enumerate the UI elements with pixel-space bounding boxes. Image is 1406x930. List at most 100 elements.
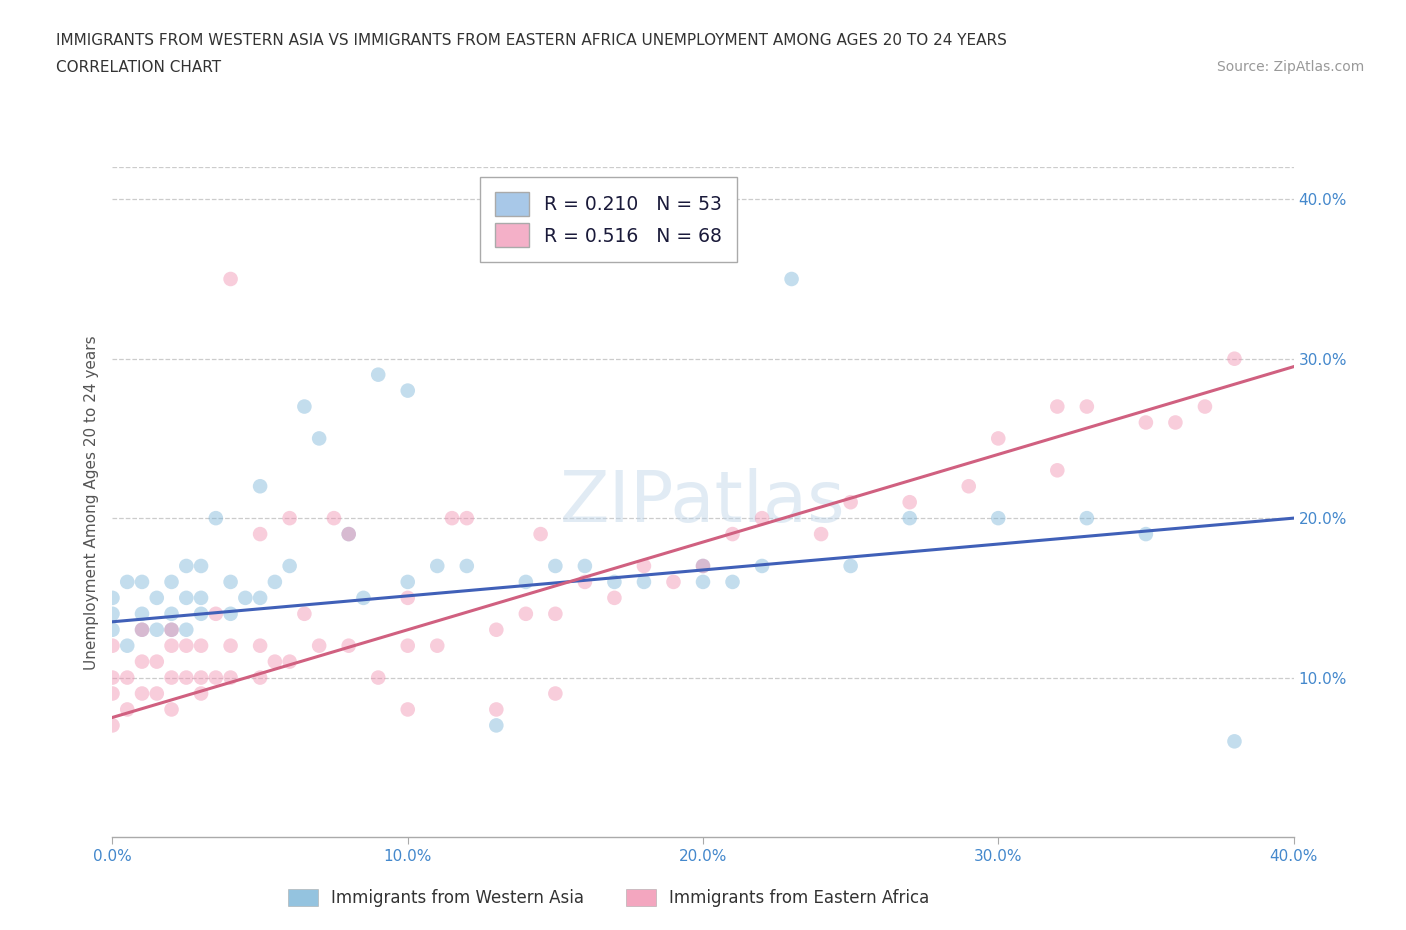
Point	[160, 606, 183, 621]
Point	[662, 575, 685, 590]
Point	[839, 559, 862, 574]
Point	[1076, 511, 1098, 525]
Text: IMMIGRANTS FROM WESTERN ASIA VS IMMIGRANTS FROM EASTERN AFRICA UNEMPLOYMENT AMON: IMMIGRANTS FROM WESTERN ASIA VS IMMIGRAN…	[56, 33, 1007, 47]
Point	[101, 606, 124, 621]
Point	[1194, 399, 1216, 414]
Point	[1135, 415, 1157, 430]
Point	[367, 671, 389, 685]
Point	[456, 559, 478, 574]
Point	[544, 606, 567, 621]
Point	[101, 638, 124, 653]
Point	[323, 511, 346, 525]
Point	[219, 638, 242, 653]
Point	[131, 686, 153, 701]
Point	[515, 606, 537, 621]
Point	[278, 654, 301, 669]
Point	[190, 686, 212, 701]
Point	[101, 591, 124, 605]
Point	[780, 272, 803, 286]
Point	[337, 526, 360, 541]
Point	[146, 591, 169, 605]
Y-axis label: Unemployment Among Ages 20 to 24 years: Unemployment Among Ages 20 to 24 years	[83, 335, 98, 670]
Point	[146, 622, 169, 637]
Point	[987, 431, 1010, 445]
Point	[544, 559, 567, 574]
Point	[249, 638, 271, 653]
Point	[396, 591, 419, 605]
Point	[174, 591, 197, 605]
Text: Source: ZipAtlas.com: Source: ZipAtlas.com	[1216, 60, 1364, 74]
Point	[278, 511, 301, 525]
Point	[810, 526, 832, 541]
Point	[174, 622, 197, 637]
Point	[292, 606, 315, 621]
Point	[603, 575, 626, 590]
Point	[898, 511, 921, 525]
Point	[219, 606, 242, 621]
Point	[751, 559, 773, 574]
Point	[485, 702, 508, 717]
Point	[898, 495, 921, 510]
Legend: Immigrants from Western Asia, Immigrants from Eastern Africa: Immigrants from Western Asia, Immigrants…	[280, 881, 938, 916]
Point	[278, 559, 301, 574]
Point	[337, 638, 360, 653]
Point	[396, 575, 419, 590]
Point	[633, 575, 655, 590]
Point	[839, 495, 862, 510]
Point	[367, 367, 389, 382]
Point	[441, 511, 464, 525]
Point	[1135, 526, 1157, 541]
Point	[160, 702, 183, 717]
Point	[117, 638, 138, 653]
Point	[160, 622, 183, 637]
Point	[160, 638, 183, 653]
Point	[1046, 399, 1069, 414]
Point	[233, 591, 256, 605]
Point	[219, 272, 242, 286]
Point	[205, 606, 228, 621]
Point	[396, 702, 419, 717]
Point	[190, 606, 212, 621]
Point	[117, 671, 138, 685]
Text: ZIPatlas: ZIPatlas	[560, 468, 846, 537]
Point	[160, 622, 183, 637]
Point	[396, 638, 419, 653]
Point	[337, 526, 360, 541]
Point	[633, 559, 655, 574]
Point	[264, 654, 287, 669]
Point	[426, 638, 449, 653]
Point	[1046, 463, 1069, 478]
Point	[692, 575, 714, 590]
Point	[219, 575, 242, 590]
Point	[456, 511, 478, 525]
Point	[574, 559, 596, 574]
Point	[174, 638, 197, 653]
Point	[249, 526, 271, 541]
Point	[249, 591, 271, 605]
Point	[292, 399, 315, 414]
Point	[485, 622, 508, 637]
Point	[751, 511, 773, 525]
Point	[131, 622, 153, 637]
Point	[544, 686, 567, 701]
Point	[249, 671, 271, 685]
Point	[1223, 734, 1246, 749]
Point	[131, 622, 153, 637]
Point	[957, 479, 980, 494]
Point	[205, 671, 228, 685]
Point	[485, 718, 508, 733]
Point	[426, 559, 449, 574]
Point	[1223, 352, 1246, 366]
Point	[721, 575, 744, 590]
Point	[987, 511, 1010, 525]
Point	[190, 638, 212, 653]
Point	[529, 526, 551, 541]
Point	[131, 606, 153, 621]
Point	[117, 575, 138, 590]
Point	[721, 526, 744, 541]
Point	[396, 383, 419, 398]
Point	[131, 654, 153, 669]
Point	[117, 702, 138, 717]
Point	[101, 671, 124, 685]
Point	[603, 591, 626, 605]
